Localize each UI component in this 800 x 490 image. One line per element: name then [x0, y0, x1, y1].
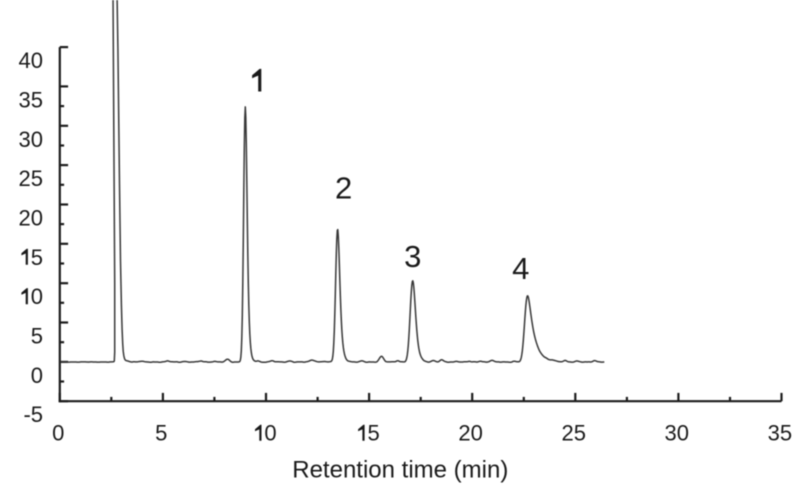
svg-text:-5: -5 — [23, 402, 43, 427]
svg-text:0: 0 — [52, 421, 64, 446]
svg-text:5: 5 — [368, 421, 380, 446]
svg-text:5: 5 — [31, 245, 43, 270]
svg-text:5: 5 — [31, 324, 43, 349]
svg-text:5: 5 — [155, 421, 167, 446]
svg-text:40: 40 — [19, 48, 43, 73]
svg-text:30: 30 — [19, 127, 43, 152]
svg-text:Retention time (min): Retention time (min) — [292, 457, 508, 484]
svg-text:25: 25 — [561, 421, 585, 446]
svg-text:35: 35 — [19, 87, 43, 112]
svg-text:0: 0 — [31, 363, 43, 388]
svg-text:35: 35 — [768, 421, 792, 446]
svg-text:0: 0 — [264, 421, 276, 446]
svg-text:20: 20 — [458, 421, 482, 446]
svg-text:4: 4 — [512, 251, 529, 286]
svg-text:3: 3 — [404, 239, 421, 274]
svg-text:0: 0 — [31, 284, 43, 309]
svg-text:20: 20 — [19, 206, 43, 231]
svg-text:25: 25 — [19, 166, 43, 191]
svg-text:2: 2 — [335, 171, 352, 206]
svg-text:30: 30 — [665, 421, 689, 446]
